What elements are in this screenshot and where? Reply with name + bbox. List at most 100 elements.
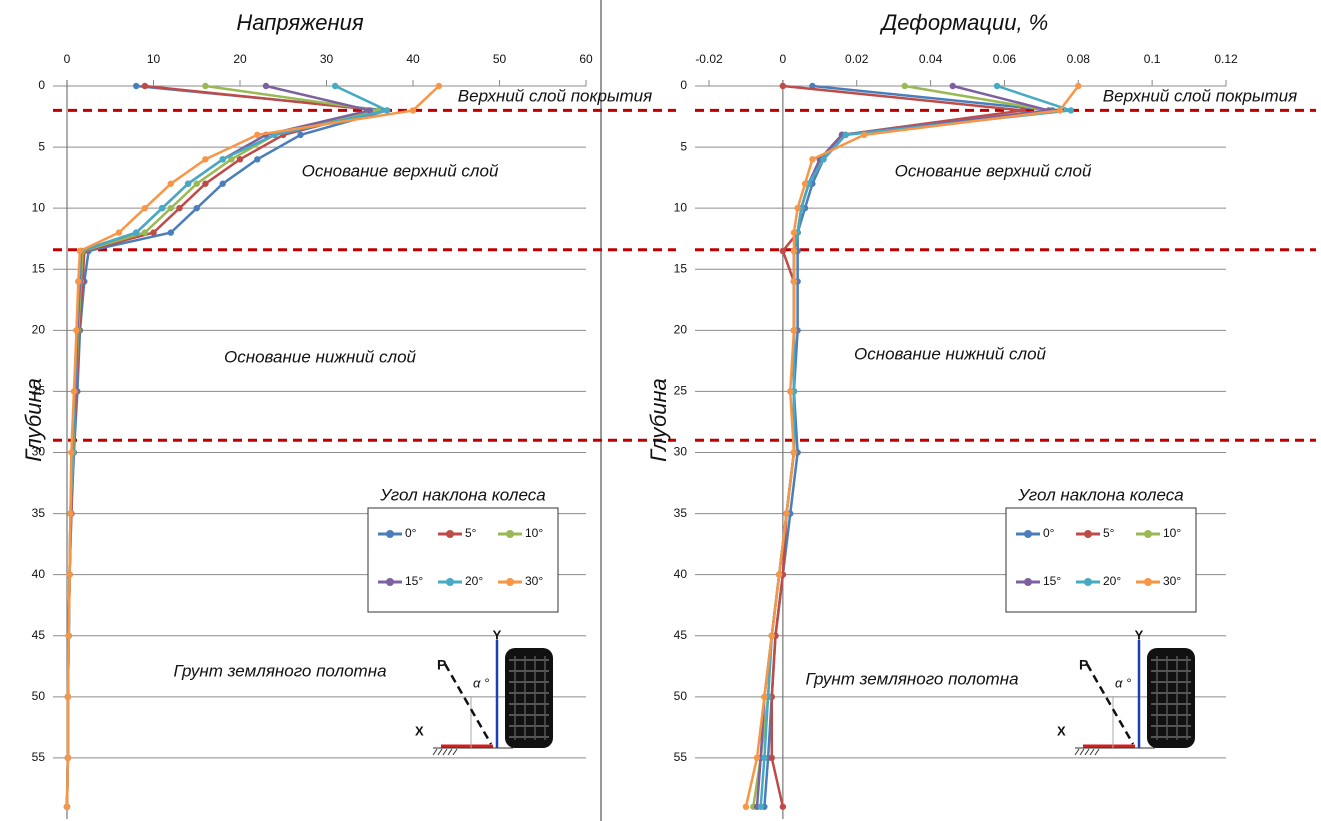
y-tick-label: 30 [32,445,46,459]
legend-label: 5° [465,526,477,540]
y-tick-label: 0 [38,78,45,92]
legend-marker [446,578,454,586]
point [950,83,956,89]
legend-label: 5° [1103,526,1115,540]
hatch [448,749,452,755]
legend-label: 10° [1163,526,1181,540]
point [791,248,797,254]
point [902,83,908,89]
y-tick-label: 5 [680,139,687,153]
hatch [1095,749,1099,755]
series-line [67,86,387,807]
point [73,327,79,333]
y-tick-label: 20 [32,323,46,337]
point [820,156,826,162]
point [776,571,782,577]
point [861,132,867,138]
x-tick-label: 20 [233,52,247,66]
point [202,156,208,162]
hatch [1085,749,1089,755]
hatch [443,749,447,755]
legend-title: Угол наклона колеса [1017,485,1183,504]
series-line [67,86,387,807]
point [202,83,208,89]
legend-marker [506,530,514,538]
point [133,83,139,89]
legend-label: 15° [1043,574,1061,588]
inset-label: X [1057,723,1066,738]
inset-label: P [437,657,446,673]
point [780,248,786,254]
point [436,83,442,89]
y-tick-label: 25 [32,384,46,398]
point [769,755,775,761]
point [67,510,73,516]
figure: НапряженияГлубина05101520253035404550550… [0,0,1321,821]
legend-box [368,508,558,612]
y-tick-label: 50 [674,689,688,703]
x-tick-label: 0.1 [1144,52,1161,66]
point [780,804,786,810]
point [787,388,793,394]
point [150,229,156,235]
point [66,633,72,639]
hatch [453,749,457,755]
y-tick-label: 10 [32,200,46,214]
point [802,181,808,187]
point [263,83,269,89]
hatch [433,749,437,755]
point [65,694,71,700]
point [254,132,260,138]
layer-label: Основание верхний слой [302,161,499,180]
series-line [67,86,378,807]
point [194,205,200,211]
series-line [746,86,1078,807]
point [142,83,148,89]
point [769,633,775,639]
page: {"chart_data": [ {"type": "line", "title… [0,0,1321,821]
legend-label: 20° [1103,574,1121,588]
x-tick-label: 60 [579,52,593,66]
y-tick-label: 55 [32,750,46,764]
point [66,571,72,577]
point [168,229,174,235]
x-tick-label: 30 [320,52,334,66]
inset-label: α ° [473,675,489,690]
inset-label: Y [493,627,502,642]
point [842,132,848,138]
legend-marker [386,578,394,586]
inset-label: P [1079,657,1088,673]
x-tick-label: 0.08 [1067,52,1091,66]
point [133,229,139,235]
series-line [764,86,1052,807]
point [142,205,148,211]
hatch [1090,749,1094,755]
x-tick-label: 0.12 [1214,52,1238,66]
y-tick-label: 10 [674,200,688,214]
y-tick-label: 50 [32,689,46,703]
y-tick-label: 20 [674,323,688,337]
point [761,694,767,700]
x-tick-label: 50 [493,52,507,66]
point [64,804,70,810]
point [791,327,797,333]
layer-label: Грунт земляного полотна [805,669,1018,688]
layer-label: Основание верхний слой [895,161,1092,180]
point [758,804,764,810]
legend-label: 0° [405,526,417,540]
legend-marker [446,530,454,538]
y-tick-label: 45 [32,628,46,642]
point [71,388,77,394]
x-tick-label: 0 [780,52,787,66]
point [202,181,208,187]
layer-label: Грунт земляного полотна [173,661,386,680]
y-tick-label: 40 [674,567,688,581]
point [791,449,797,455]
point [1057,107,1063,113]
point [142,229,148,235]
legend-label: 30° [525,574,543,588]
inset-label: X [415,723,424,738]
hatch [438,749,442,755]
chart-title: Напряжения [236,10,363,35]
legend-label: 0° [1043,526,1055,540]
